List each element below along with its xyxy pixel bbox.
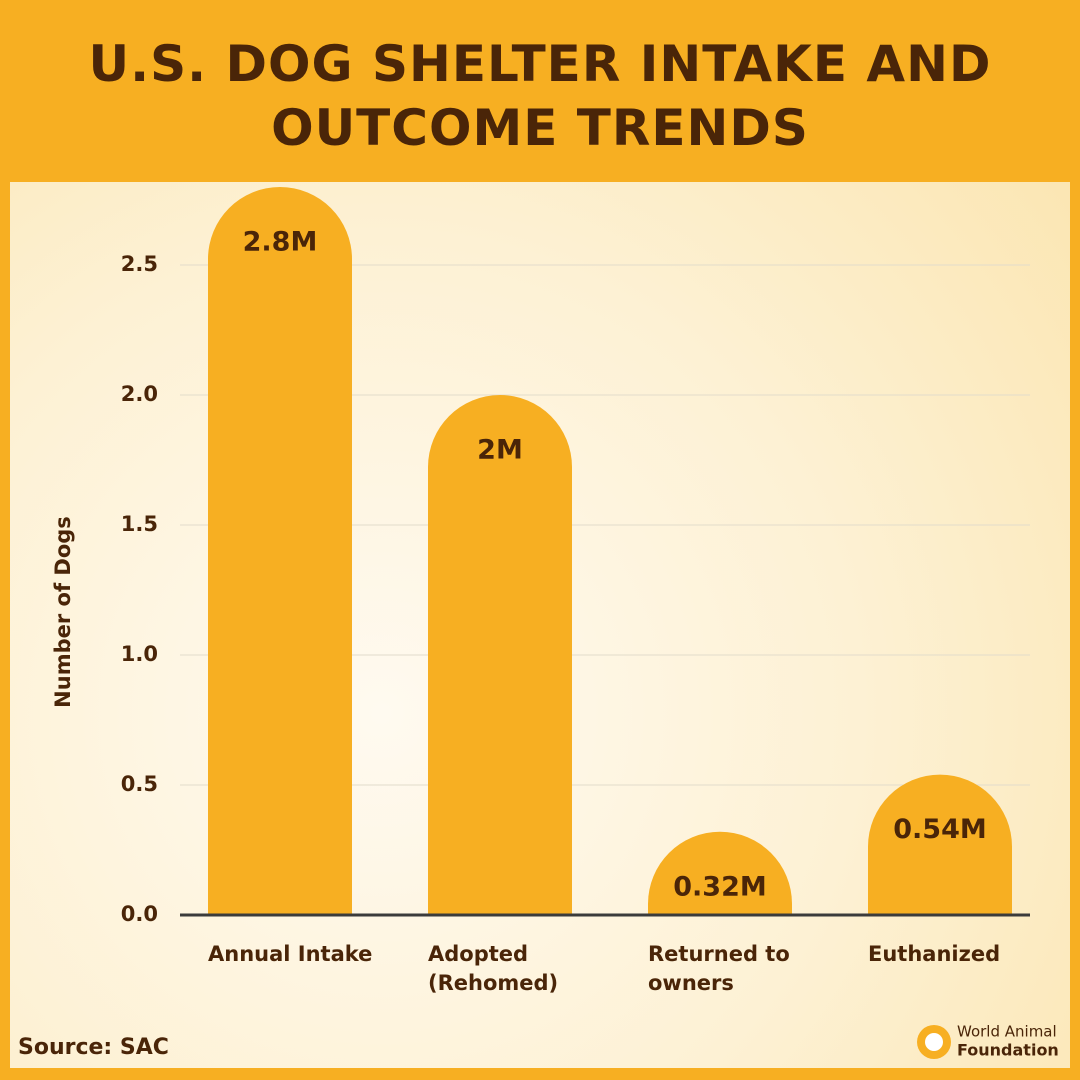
y-tick-label: 0.0 <box>121 902 158 926</box>
y-axis-label: Number of Dogs <box>51 516 75 708</box>
logo-line-2: Foundation <box>957 1041 1059 1060</box>
logo-line-1: World Animal <box>957 1023 1057 1041</box>
y-tick-label: 2.5 <box>121 252 158 276</box>
y-tick-label: 0.5 <box>121 772 158 796</box>
bar <box>868 774 1012 915</box>
x-tick-label: Euthanized <box>868 942 1001 966</box>
value-label: 0.54M <box>893 814 987 845</box>
value-label: 0.32M <box>673 871 767 902</box>
bar <box>208 187 352 915</box>
y-tick-label: 2.0 <box>121 382 158 406</box>
logo-icon-inner <box>925 1033 943 1051</box>
bar <box>648 831 792 915</box>
bar <box>428 395 572 915</box>
x-tick-label: Returned to owners <box>648 942 790 995</box>
y-tick-label: 1.5 <box>121 512 158 536</box>
x-tick-label: Annual Intake <box>208 942 373 966</box>
y-tick-label: 1.0 <box>121 642 158 666</box>
x-tick-label: Adopted (Rehomed) <box>428 942 559 995</box>
value-label: 2.8M <box>243 227 318 258</box>
source: Source: SAC <box>18 1035 169 1060</box>
value-label: 2M <box>477 435 523 466</box>
chart-title: U.S. DOG SHELTER INTAKE AND OUTCOME TREN… <box>88 35 992 157</box>
